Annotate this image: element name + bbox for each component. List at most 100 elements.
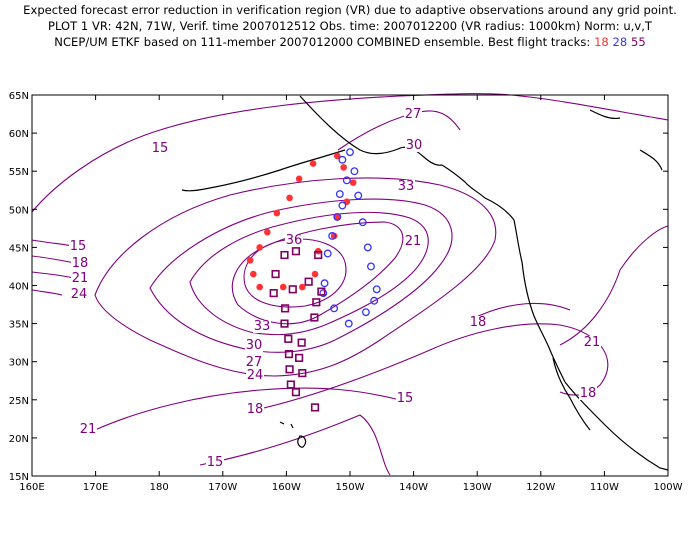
track-55-point — [295, 353, 304, 362]
contour-label-bg — [285, 234, 303, 247]
track-18-point — [286, 194, 293, 202]
contour-label: 30 — [406, 138, 423, 153]
track-18-point — [333, 213, 341, 221]
contour-label: 15 — [207, 455, 224, 470]
track-18-point — [273, 209, 281, 217]
mexico-coast — [564, 381, 669, 471]
track-18-point — [349, 179, 357, 186]
contour-label-bg — [397, 180, 415, 193]
contour-label: 24 — [71, 287, 88, 302]
lat-label: 25N — [9, 396, 29, 407]
contour-15-south — [199, 414, 391, 476]
track-55-point — [314, 250, 323, 260]
header-line-3: NCEP/UM ETKF based on 111-member 2007012… — [0, 34, 700, 50]
track-55-point — [286, 380, 295, 389]
lat-label: 30N — [9, 358, 29, 369]
track-55-point — [310, 403, 320, 412]
contour-15-north — [31, 93, 669, 213]
track-28-point — [323, 249, 332, 258]
track-55-point — [285, 365, 294, 374]
track-28-point — [350, 167, 359, 176]
lat-label: 50N — [9, 205, 29, 216]
contour-21-east — [559, 225, 669, 346]
lat-label: 65N — [9, 91, 29, 102]
lon-label: 110W — [590, 482, 619, 493]
track-55-point — [317, 287, 326, 296]
track-18-point — [279, 283, 287, 291]
track-18-point — [343, 198, 351, 205]
hawaii — [279, 421, 307, 448]
track-55-point — [271, 269, 280, 279]
contour-label: 15 — [70, 239, 87, 254]
track-28-point — [367, 262, 375, 271]
track-55-point — [298, 369, 307, 378]
track-18-point — [311, 270, 319, 278]
contour-label: 21 — [584, 335, 601, 350]
contour-label-bg — [246, 369, 264, 382]
track-28-point — [370, 296, 379, 305]
track-28-point — [363, 243, 372, 252]
track-28-point — [338, 155, 347, 164]
alaska-coast — [299, 95, 443, 166]
track-28-point — [328, 232, 337, 240]
track-18-point — [264, 228, 271, 236]
contour-label-bg — [583, 336, 601, 349]
contour-label-bg — [206, 456, 224, 469]
lat-label: 15N — [9, 472, 29, 483]
track-18-point — [299, 283, 306, 291]
contour-lines — [31, 93, 669, 476]
coastlines — [181, 95, 669, 471]
lon-label: 130W — [463, 482, 492, 493]
lon-label: 140W — [399, 482, 428, 493]
track-28-point — [358, 218, 367, 227]
track-55-point — [304, 277, 313, 286]
contour-label: 24 — [247, 368, 264, 383]
track-55-point — [312, 298, 321, 307]
track-18-point — [256, 244, 263, 251]
header-line-2: PLOT 1 VR: 42N, 71W, Verif. time 2007012… — [48, 19, 652, 33]
contour-label: 18 — [247, 402, 264, 417]
lat-label: 60N — [9, 129, 29, 140]
contour-label: 18 — [470, 315, 487, 330]
track-55-point — [280, 250, 289, 260]
track-28-point — [361, 308, 370, 317]
contour-label-bg — [579, 387, 597, 400]
contour-label: 30 — [246, 338, 263, 353]
aleutian-chain — [181, 149, 346, 192]
track-18-point — [309, 160, 317, 167]
track-18-point — [246, 257, 254, 264]
lon-label: 180 — [150, 482, 169, 493]
contour-label: 18 — [580, 386, 597, 401]
bc-coast — [441, 164, 515, 221]
contour-label: 21 — [80, 422, 97, 437]
contour-label-bg — [404, 108, 422, 121]
contour-label-bg — [246, 403, 264, 416]
track-55-point — [291, 247, 301, 256]
track-28-point — [346, 148, 354, 157]
lon-label: 170E — [83, 482, 108, 493]
contour-label-bg — [245, 356, 263, 369]
contour-label: 33 — [398, 179, 415, 194]
contour-24-ring — [94, 177, 497, 377]
track-18-legend: 18 — [594, 35, 609, 49]
track-28-point — [330, 304, 339, 313]
lat-label: 35N — [9, 320, 29, 331]
contour-label-bg — [70, 288, 88, 301]
lon-label: 160W — [272, 482, 301, 493]
lat-label: 20N — [9, 434, 29, 445]
contour-label-bg — [253, 320, 271, 333]
contour-label: 33 — [254, 319, 271, 334]
contour-21-a — [31, 271, 75, 279]
track-28-point — [354, 191, 363, 200]
header-line-3-text: NCEP/UM ETKF based on 111-member 2007012… — [54, 35, 591, 49]
lon-label: 160E — [19, 482, 44, 493]
header-line-1: Expected forecast error reduction in ver… — [23, 3, 677, 17]
track-55-point — [281, 304, 290, 313]
lat-label: 55N — [9, 167, 29, 178]
contour-label-bg — [396, 392, 414, 405]
track-28-point — [319, 289, 328, 298]
contour-label-bg — [405, 139, 423, 152]
lat-label: 40N — [9, 282, 29, 293]
contour-label-bg — [151, 142, 169, 155]
track-55-point — [280, 319, 289, 328]
